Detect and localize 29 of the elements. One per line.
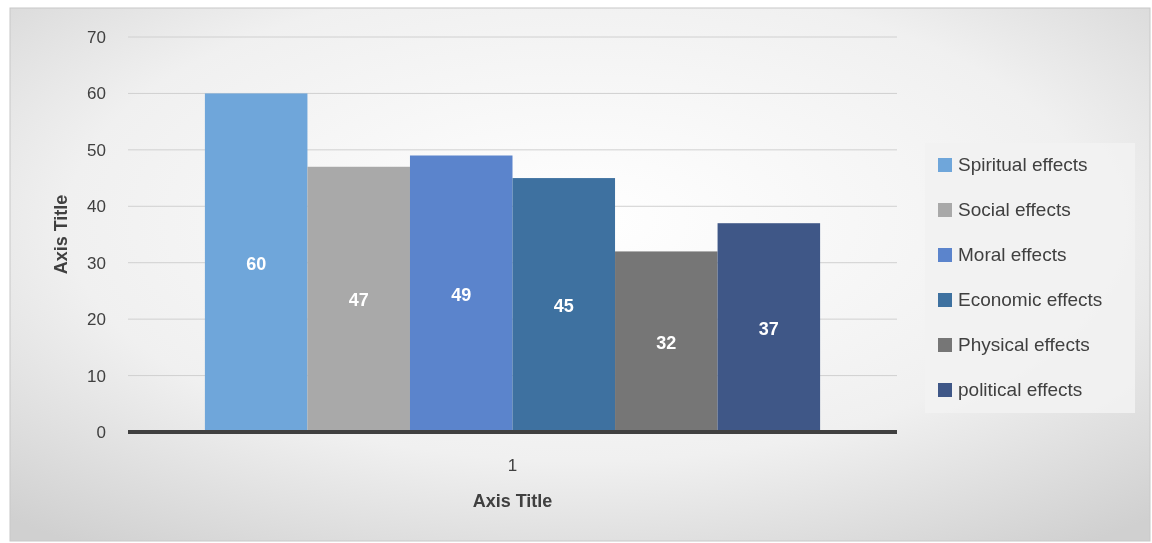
y-tick-label: 40 (87, 197, 106, 217)
y-tick-label: 30 (87, 253, 106, 273)
y-tick-label: 20 (87, 310, 106, 330)
data-label: 32 (656, 332, 677, 353)
y-tick-label: 10 (87, 366, 106, 386)
data-label: 60 (246, 253, 267, 274)
y-axis-title: Axis Title (51, 194, 71, 275)
y-tick-label: 60 (87, 84, 106, 104)
y-tick-label: 0 (96, 423, 106, 442)
data-label: 49 (451, 284, 472, 305)
legend-label: Physical effects (958, 334, 1090, 355)
data-label: 47 (348, 290, 369, 311)
x-axis-title: Axis Title (472, 491, 553, 511)
legend-label: Moral effects (958, 244, 1067, 265)
bar (615, 251, 718, 432)
bar (717, 223, 821, 432)
legend-label: Social effects (958, 199, 1071, 220)
y-tick-label: 50 (87, 140, 106, 160)
bar (512, 178, 616, 432)
y-tick-label: 70 (87, 28, 106, 47)
data-label: 45 (553, 296, 574, 317)
bar (204, 93, 308, 432)
legend-label: political effects (958, 379, 1083, 400)
bar (307, 166, 410, 432)
legend-label: Economic effects (958, 289, 1103, 310)
x-tick-label: 1 (507, 456, 518, 475)
data-label: 37 (758, 318, 779, 339)
bar (409, 155, 513, 432)
legend-label: Spiritual effects (958, 154, 1088, 175)
